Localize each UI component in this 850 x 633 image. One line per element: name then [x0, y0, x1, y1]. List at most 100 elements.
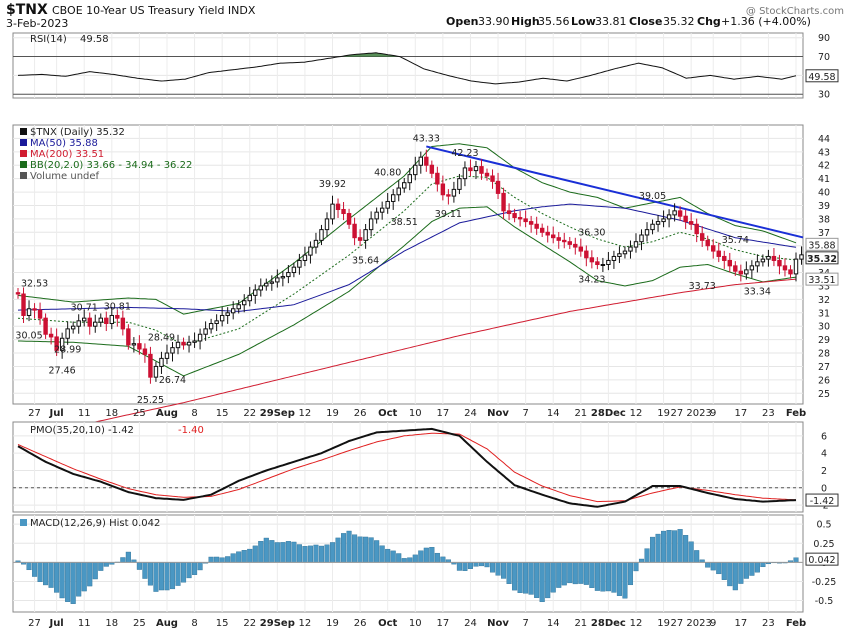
candle-body	[446, 194, 451, 197]
candle-body	[655, 221, 661, 225]
candle-body	[308, 246, 313, 256]
ma200-line	[17, 278, 797, 437]
macd-hist-bar	[285, 541, 291, 563]
candle	[275, 269, 280, 288]
x-tick-label: 21	[574, 618, 587, 629]
candle-body	[37, 309, 43, 319]
candle-body	[203, 328, 208, 335]
candle	[297, 253, 302, 275]
legend-swatch	[20, 128, 27, 135]
macd-hist-bar	[65, 562, 71, 602]
panel-frame	[12, 32, 804, 99]
y-tick-label: 29	[818, 335, 830, 346]
candle	[253, 284, 258, 304]
y-tick-label: 39	[818, 201, 830, 212]
y-tick-label: 38	[818, 214, 830, 225]
candle-body	[181, 341, 186, 346]
candle	[782, 258, 788, 277]
macd-hist-bar	[76, 562, 82, 597]
candle	[722, 250, 727, 269]
candle	[733, 261, 738, 276]
rsi-value: 49.58	[80, 34, 109, 45]
macd-hist-bar	[43, 562, 49, 586]
close-label: Close	[629, 15, 662, 28]
open-value: 33.90	[478, 15, 510, 28]
candle-body	[567, 241, 572, 245]
candle	[484, 168, 490, 181]
low-value: 33.81	[595, 15, 627, 28]
macd-hist-bar	[705, 562, 711, 568]
macd-hist-bar	[627, 562, 634, 586]
candle-body	[197, 333, 203, 342]
y-tick-label: 0.5	[816, 520, 831, 531]
y-tick-label: -0.5	[815, 596, 834, 607]
x-tick-label: 15	[216, 408, 229, 419]
candle	[87, 312, 92, 335]
candle-body	[429, 164, 435, 174]
macd-hist-bar	[484, 562, 490, 568]
candle-body	[539, 227, 545, 233]
price-annotation: 27.46	[49, 365, 76, 376]
rsi-title: RSI(14)	[30, 34, 67, 45]
y-tick-label: 28	[818, 349, 830, 360]
macd-hist-bar	[600, 562, 606, 592]
candle	[319, 224, 324, 246]
candle-body	[48, 333, 54, 338]
candle	[424, 149, 429, 172]
candle-body	[639, 234, 644, 243]
legend-swatch	[20, 172, 27, 179]
candle-body	[98, 317, 103, 323]
candle-body	[396, 187, 401, 196]
value-tag-text: 35.88	[808, 240, 835, 251]
macd-hist-bar	[258, 541, 264, 563]
x-tick-label: Nov	[487, 618, 509, 629]
candle-body	[556, 237, 561, 241]
price-legend-entry: $TNX (Daily) 35.32	[20, 127, 125, 138]
legend-label: Volume undef	[30, 171, 100, 182]
x-tick-label: 8	[191, 618, 197, 629]
y-tick-label: 44	[818, 134, 830, 145]
close-value: 35.32	[663, 15, 695, 28]
macd-hist-bar	[501, 562, 507, 579]
candle-body	[506, 210, 512, 215]
header-name: CBOE 10-Year US Treasury Yield INDX	[52, 4, 256, 17]
candle	[501, 187, 506, 220]
candle	[286, 265, 291, 284]
x-tick-label: Feb	[786, 618, 806, 629]
y-tick-label: 26	[818, 375, 830, 386]
candle-body	[435, 172, 440, 185]
macd-hist-bar	[236, 551, 242, 563]
candle	[495, 172, 501, 200]
candle	[462, 161, 468, 187]
candle-body	[258, 285, 263, 291]
candle	[357, 229, 363, 246]
candle	[242, 294, 247, 313]
x-tick-label: 18	[105, 618, 118, 629]
candle-body	[716, 250, 721, 257]
candle-body	[777, 259, 782, 267]
x-tick-label: 17	[734, 408, 747, 419]
candle	[313, 232, 319, 254]
x-tick-label: 14	[547, 408, 560, 419]
candle-body	[600, 264, 606, 266]
macd-hist-bar	[396, 553, 402, 563]
candle	[186, 335, 192, 353]
candle	[230, 301, 236, 320]
x-tick-label: Oct	[378, 408, 397, 419]
candle-body	[512, 213, 517, 219]
candle	[131, 337, 137, 353]
candle	[655, 215, 661, 232]
x-tick-label: 12	[630, 408, 643, 419]
candle	[269, 275, 275, 291]
candle	[744, 261, 749, 280]
macd-hist-bar	[583, 562, 589, 585]
macd-hist-bar	[749, 562, 755, 576]
price-value-tag: 35.88	[805, 237, 839, 251]
macd-hist-bar	[219, 557, 225, 563]
candle-body	[291, 266, 297, 274]
macd-hist-bar	[296, 544, 302, 563]
candle	[788, 265, 793, 279]
candle	[473, 160, 479, 180]
candle	[137, 335, 142, 355]
candle	[352, 217, 357, 246]
